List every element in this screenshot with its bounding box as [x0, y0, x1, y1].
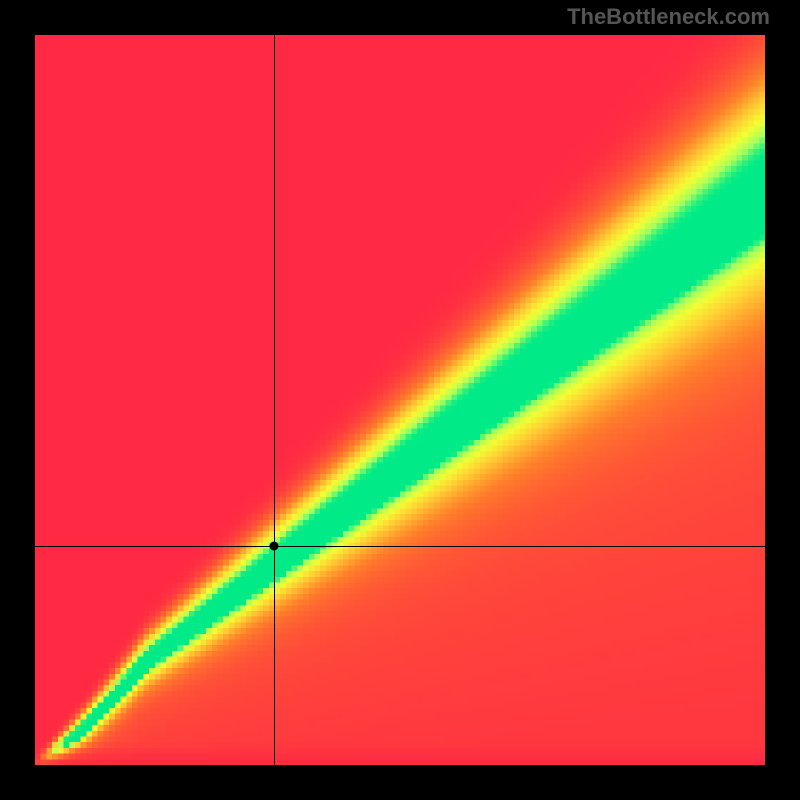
chart-container: TheBottleneck.com	[0, 0, 800, 800]
heatmap-canvas	[35, 35, 765, 765]
watermark-text: TheBottleneck.com	[567, 4, 770, 30]
crosshair-marker	[269, 542, 278, 551]
